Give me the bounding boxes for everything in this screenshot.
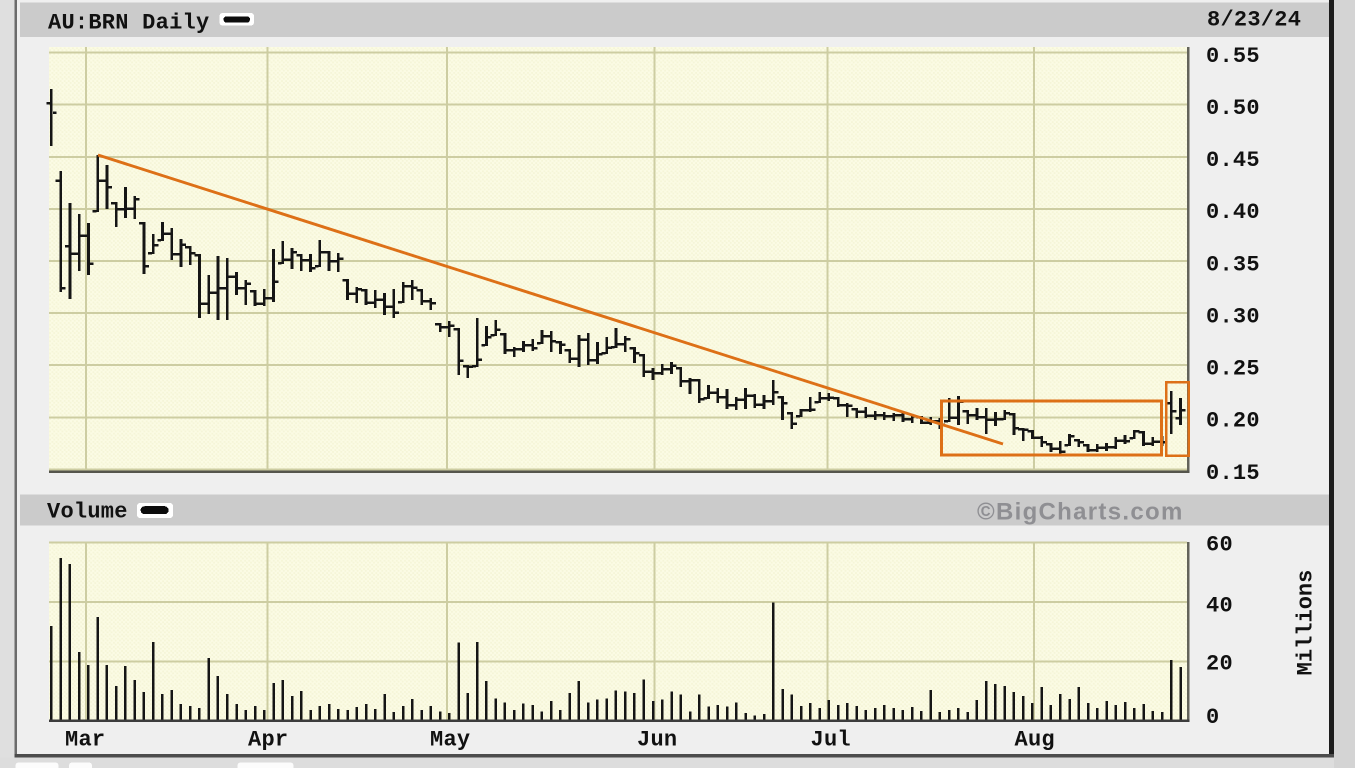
svg-text:AU:BRN Daily: AU:BRN Daily <box>48 10 209 35</box>
svg-text:8/23/24: 8/23/24 <box>1207 8 1301 33</box>
svg-text:Jun: Jun <box>637 728 677 753</box>
svg-text:0.30: 0.30 <box>1206 304 1260 329</box>
svg-text:0.45: 0.45 <box>1206 148 1260 173</box>
svg-text:0.25: 0.25 <box>1206 357 1260 382</box>
svg-text:0.35: 0.35 <box>1206 252 1260 277</box>
svg-text:Millions: Millions <box>1294 570 1319 676</box>
svg-text:May: May <box>430 728 470 753</box>
svg-text:0: 0 <box>1206 705 1219 730</box>
svg-text:Jul: Jul <box>811 728 851 753</box>
svg-text:0.40: 0.40 <box>1206 200 1260 225</box>
svg-text:40: 40 <box>1206 593 1233 618</box>
svg-text:60: 60 <box>1206 532 1233 557</box>
svg-text:Apr: Apr <box>248 728 288 753</box>
svg-text:0.15: 0.15 <box>1206 461 1260 486</box>
svg-text:Mar: Mar <box>65 728 105 753</box>
svg-text:20: 20 <box>1206 651 1233 676</box>
svg-text:Aug: Aug <box>1015 728 1055 753</box>
svg-text:©BigCharts.com: ©BigCharts.com <box>977 499 1184 526</box>
svg-text:0.50: 0.50 <box>1206 96 1260 121</box>
svg-text:0.20: 0.20 <box>1206 409 1260 434</box>
svg-text:0.55: 0.55 <box>1206 44 1260 69</box>
svg-text:Volume: Volume <box>47 500 128 525</box>
